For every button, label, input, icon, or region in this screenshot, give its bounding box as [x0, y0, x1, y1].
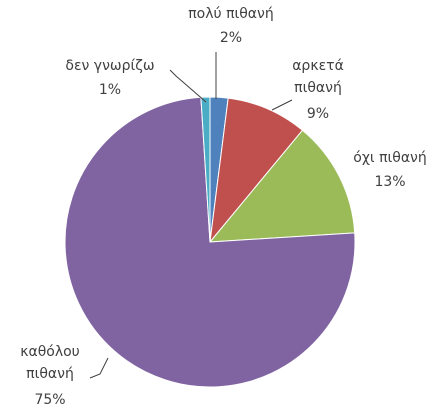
slice-label: καθόλου πιθανή — [20, 344, 80, 382]
pie-slice — [208, 129, 356, 243]
value-label: 9% — [307, 106, 329, 122]
value-label: 13% — [374, 174, 405, 190]
slice-label: δεν γνωρίζω — [65, 58, 154, 74]
leader-line — [169, 69, 207, 103]
slice-label: πολύ πιθανή — [188, 6, 273, 22]
value-label: 1% — [99, 82, 121, 98]
leader-line — [271, 99, 293, 111]
slice-label: όχι πιθανή — [353, 150, 427, 166]
value-label: 2% — [220, 30, 242, 46]
pie-slice — [64, 96, 356, 388]
leader-line — [89, 357, 109, 379]
slice-label: αρκετά πιθανή — [292, 58, 344, 96]
pie-slice — [209, 97, 304, 244]
value-label: 75% — [34, 392, 65, 408]
